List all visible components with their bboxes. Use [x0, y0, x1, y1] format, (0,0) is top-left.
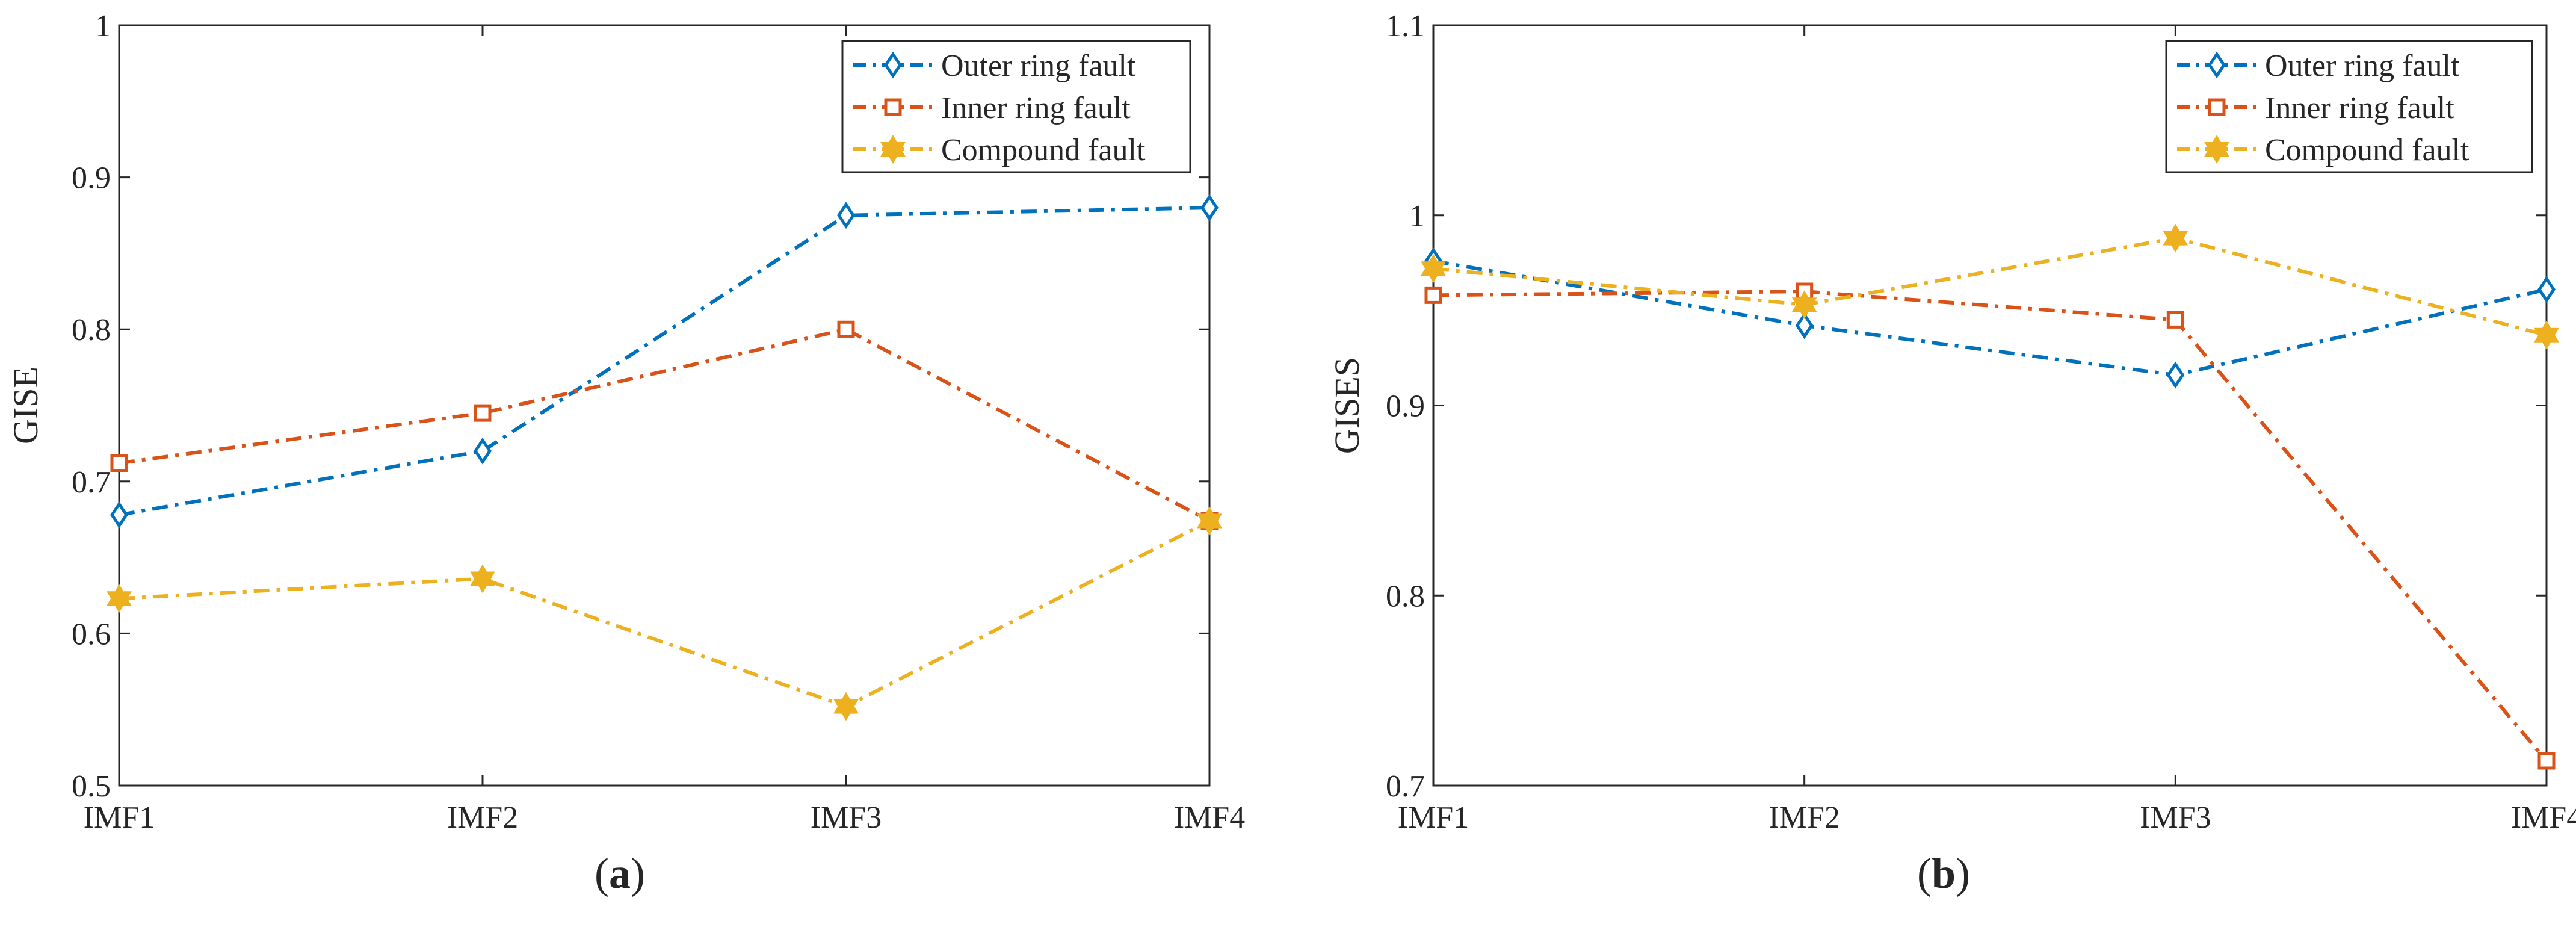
panel-b-data-point — [2166, 361, 2185, 389]
panel-b-ytick-label: 0.8 — [1386, 579, 1425, 613]
panel-b-data-point — [2166, 311, 2184, 329]
panel-b-ytick-label: 1.1 — [1386, 9, 1425, 43]
panel-b-data-point — [1421, 254, 1446, 284]
panel-a-data-point — [473, 437, 492, 465]
panel-b-legend-label: Compound fault — [2265, 133, 2469, 167]
panel-a-legend-marker — [884, 98, 902, 116]
panel-a-ytick-label: 0.6 — [72, 617, 111, 651]
panel-b-y-axis-label: GISES — [1327, 357, 1367, 454]
panel-b-xtick-label: IMF3 — [2140, 801, 2211, 835]
panel-b-series-hexagram — [1421, 223, 2559, 350]
panel-a-data-point — [833, 692, 859, 721]
panel-b-caption-label: (b) — [1917, 849, 1970, 897]
panel-a-legend-label: Outer ring fault — [941, 49, 1136, 83]
panel-b-legend-marker — [2204, 135, 2229, 164]
panel-b-data-point — [2534, 320, 2559, 350]
panel-a-legend: Outer ring fault Inner ring fault Compound… — [841, 40, 1191, 173]
panel-b-legend-label: Outer ring fault — [2265, 49, 2460, 83]
panel-a-data-point — [470, 564, 495, 594]
panel-a-series-hexagram — [107, 506, 1222, 721]
panel-a-series-line — [119, 327, 1211, 523]
panel-b-xtick-label: IMF1 — [1398, 801, 1469, 835]
panel-a-data-point — [110, 454, 128, 472]
panel-a-xtick-label: IMF3 — [811, 801, 882, 835]
panel-b-series-square — [1424, 282, 2556, 770]
panel-b-ytick-label: 1 — [1409, 199, 1425, 234]
panel-b-ytick-label: 0.7 — [1386, 769, 1425, 804]
panel-a-xtick-label: IMF1 — [84, 801, 155, 835]
panel-a-ytick-label: 0.7 — [72, 465, 111, 500]
panel-b-xtick-label: IMF2 — [1768, 801, 1839, 835]
panel-b-legend-marker — [2208, 98, 2226, 116]
panel-a-data-point — [474, 404, 492, 422]
panel-a-caption-label: (a) — [595, 849, 645, 897]
panel-b-series-line — [1433, 236, 2547, 337]
panel-a-series-square — [110, 320, 1219, 530]
panel-a-data-point — [1200, 194, 1219, 222]
panel-b-xtick-label: IMF4 — [2511, 801, 2576, 835]
panel-b-legend: Outer ring fault Inner ring fault Compound… — [2165, 40, 2533, 173]
panel-b-series-line — [1433, 259, 2547, 377]
panel-a-data-point — [1197, 506, 1222, 536]
panel-a-ytick-label: 1 — [95, 9, 111, 43]
panel-a-axes-box — [118, 24, 1211, 787]
panel-a-legend-marker — [883, 51, 903, 79]
panel-a-legend-marker — [880, 135, 906, 164]
panel-b-data-point — [1795, 312, 1814, 339]
panel-a-y-axis-label: GISE — [6, 367, 45, 444]
panel-b-ytick-label: 0.9 — [1386, 389, 1425, 424]
panel-a-data-point — [837, 320, 855, 338]
panel-b-data-point — [2537, 276, 2556, 303]
panel-a-legend-label: Compound fault — [941, 133, 1146, 167]
panel-a-ytick-label: 0.9 — [72, 161, 111, 196]
panel-b-series-diamond — [1424, 247, 2556, 389]
panel-a-data-point — [836, 202, 856, 229]
panel-b-data-point — [2163, 223, 2188, 253]
panel-a-series-diamond — [110, 194, 1219, 529]
panel-a-ytick-label: 0.8 — [72, 313, 111, 347]
panel-a-series-line — [119, 519, 1211, 708]
panel-b-data-point — [1424, 286, 1442, 304]
panel-a-legend-label: Inner ring fault — [941, 91, 1131, 125]
panel-b-data-point — [1791, 290, 1817, 320]
panel-a-data-point — [107, 584, 132, 613]
panel-b-legend-label: Inner ring fault — [2265, 91, 2454, 125]
panel-a-ytick-label: 0.5 — [72, 769, 111, 804]
panel-b-series-line — [1433, 290, 2548, 762]
panel-a-data-point — [110, 501, 129, 529]
panel-a-xtick-label: IMF2 — [447, 801, 518, 835]
panel-b-legend-marker — [2207, 51, 2226, 79]
panel-a-series-line — [119, 206, 1210, 517]
panel-b-data-point — [2537, 752, 2556, 770]
panel-b: 0.7 0.8 0.9 1 1.1 IMF1 IMF2 IMF3 IMF4 GISES Outer … — [1327, 9, 2576, 897]
panel-a: 0.5 0.6 0.7 0.8 0.9 1 IMF1 IMF2 IMF3 IMF4 GISE Oute… — [6, 9, 1245, 897]
panel-a-xtick-label: IMF4 — [1174, 801, 1245, 835]
